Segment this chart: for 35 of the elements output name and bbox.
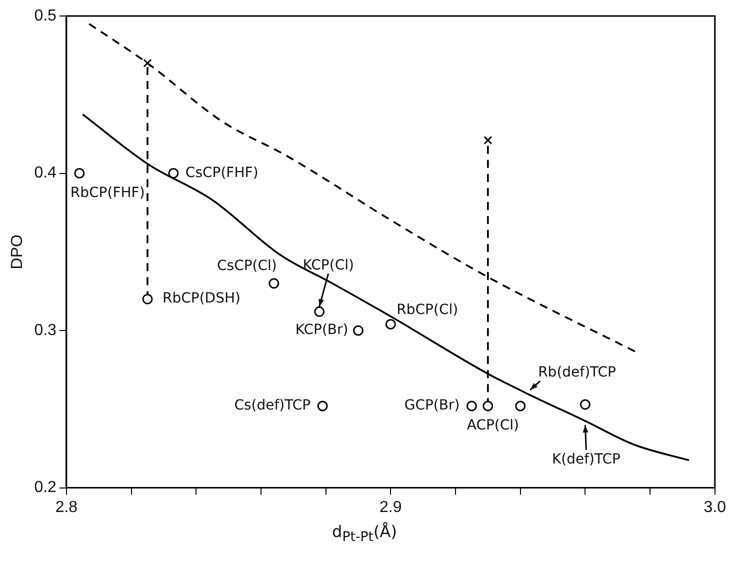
point xyxy=(515,400,526,412)
point xyxy=(314,306,325,317)
y-tick-label: 0.3 xyxy=(34,322,57,339)
point xyxy=(168,168,179,179)
annotation: Rb(def)TCP xyxy=(538,364,616,381)
point xyxy=(143,58,152,68)
annotation: RbCP(Cl) xyxy=(396,302,458,318)
annotation: KCP(Cl) xyxy=(302,257,354,274)
annotation: Cs(def)TCP xyxy=(234,398,311,414)
annotation: CsCP(Cl) xyxy=(216,258,277,274)
annotation: KCP(Br) xyxy=(295,322,348,338)
point xyxy=(385,318,396,330)
annotation: ACP(Cl) xyxy=(466,418,519,434)
point xyxy=(352,325,364,336)
point xyxy=(268,278,280,289)
point xyxy=(317,400,328,412)
annotation: GCP(Br) xyxy=(404,398,460,414)
annotation: RbCP(FHF) xyxy=(70,184,145,201)
y-axis-title: DPO xyxy=(9,234,26,270)
x-tick-label: 2.8 xyxy=(55,498,78,516)
x-tick-label: 3.0 xyxy=(704,498,726,516)
point xyxy=(142,294,153,304)
x-tick-label: 2.9 xyxy=(380,498,402,516)
point xyxy=(466,400,477,412)
y-tick-label: 0.4 xyxy=(34,164,57,182)
point xyxy=(484,136,492,145)
annotation: CsCP(FHF) xyxy=(185,164,258,181)
x-axis-title: d$_{Pt-Pt}$(Å) xyxy=(331,522,398,546)
annotation: K(def)TCP xyxy=(552,452,620,468)
point xyxy=(74,168,85,179)
annotation: RbCP(DSH) xyxy=(162,290,240,307)
y-tick-label: 0.2 xyxy=(34,479,57,496)
point xyxy=(580,399,590,410)
y-tick-label: 0.5 xyxy=(34,7,57,24)
point xyxy=(482,400,494,412)
